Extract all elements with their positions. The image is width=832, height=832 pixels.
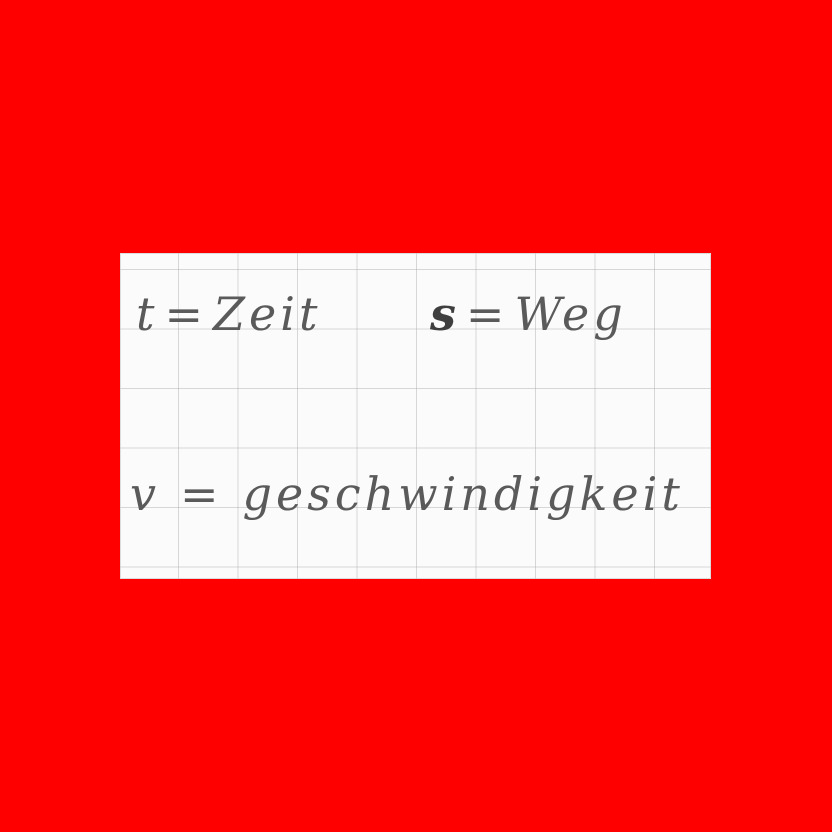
definition-time-symbol: t bbox=[136, 287, 159, 341]
definition-time-equals: = bbox=[164, 287, 208, 341]
definition-velocity: v = geschwindigkeit bbox=[130, 471, 684, 517]
grid-paper-note: t = Zeit s = Weg v = geschwindigkeit bbox=[120, 253, 711, 579]
definition-distance: s = Weg bbox=[430, 291, 627, 337]
definition-distance-meaning: Weg bbox=[514, 287, 627, 341]
definition-distance-symbol: s bbox=[430, 287, 460, 341]
definition-velocity-meaning: geschwindigkeit bbox=[242, 467, 684, 521]
definition-velocity-equals: = bbox=[180, 467, 223, 521]
definition-velocity-symbol: v bbox=[130, 467, 160, 521]
definition-distance-equals: = bbox=[465, 287, 509, 341]
definition-time-meaning: Zeit bbox=[213, 287, 322, 341]
definition-time: t = Zeit bbox=[136, 291, 321, 337]
